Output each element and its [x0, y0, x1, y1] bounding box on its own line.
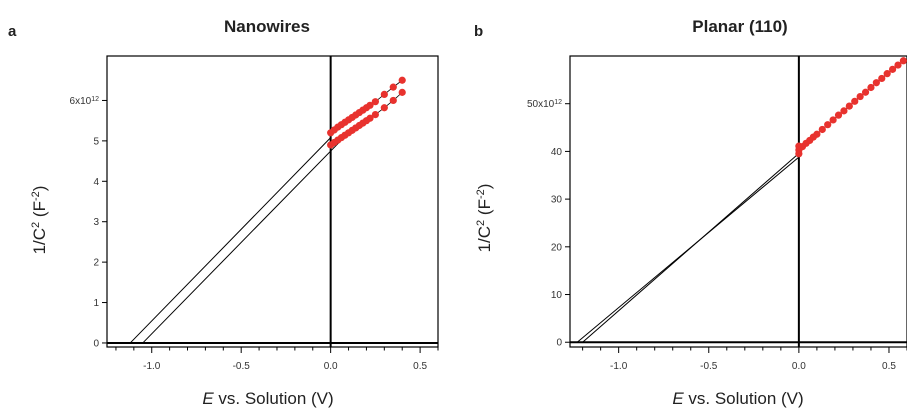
panel-a-title: Nanowires — [224, 17, 310, 36]
panel-a-letter: a — [8, 23, 17, 40]
panel-a-data-point — [371, 98, 379, 106]
panel-b-data-point — [818, 125, 826, 134]
panel-b-fit-line — [576, 156, 800, 343]
panel-a-ytick-label: 4 — [93, 177, 99, 188]
panel-b-ytick-label: 30 — [551, 195, 563, 206]
panel-b-data-point — [878, 74, 886, 83]
panel-b-data-point — [899, 57, 907, 65]
panel-b-xlabel: E vs. Solution (V) — [672, 389, 803, 408]
panel-b-letter: b — [474, 23, 483, 40]
panel-b-title: Planar (110) — [692, 17, 787, 36]
panel-b-data-point — [894, 61, 902, 69]
panel-b-data-point — [861, 88, 870, 96]
panel-b-data-point — [845, 102, 853, 110]
panel-a-data-point — [389, 96, 397, 105]
panel-a-ytick-label: 6x1012 — [70, 95, 100, 107]
panel-a-xtick-label: -0.5 — [233, 361, 251, 372]
panel-a-data-point — [366, 114, 374, 122]
panel-b-data-point — [834, 111, 843, 119]
panel-a-frame — [106, 55, 439, 348]
panel-a-data-point — [398, 88, 406, 96]
panel-a-ytick-label: 5 — [93, 136, 99, 147]
panel-b-ytick-label: 50x1012 — [527, 99, 562, 111]
panel-b-data-point — [888, 65, 897, 73]
panel-b-ytick-label: 40 — [551, 147, 563, 158]
panel-a-xtick-label: -1.0 — [143, 361, 161, 372]
panel-a-ylabel: 1/C2 (F-2) — [30, 186, 49, 255]
panel-a-xlabel: E vs. Solution (V) — [202, 389, 333, 408]
panel-a-data-point — [371, 111, 379, 119]
panel-a-fit-line — [142, 132, 349, 344]
panel-b-data-point — [883, 70, 891, 78]
panel-b-xtick-label: -1.0 — [610, 361, 628, 372]
panel-b-xtick-label: -0.5 — [700, 361, 718, 372]
panel-a-data-point — [389, 83, 397, 91]
panel-b-frame — [569, 55, 907, 348]
panel-b-data-point — [840, 107, 848, 115]
panel-a-xtick-label: 0.0 — [324, 361, 338, 372]
panel-b-data-point — [829, 116, 837, 124]
panel-b-data-point — [872, 79, 880, 87]
panel-b-ytick-label: 0 — [556, 338, 562, 349]
panel-b-xtick-label: 0.0 — [792, 361, 806, 372]
panel-b-ytick-label: 10 — [551, 290, 563, 301]
panel-b-data-area — [576, 57, 907, 343]
panel-a-ytick-label: 3 — [93, 217, 99, 228]
panel-a-data-point — [398, 76, 406, 84]
panel-a-data-area — [129, 76, 406, 344]
panel-a-fit-line — [129, 137, 332, 344]
panel-a-ytick-label: 2 — [93, 258, 99, 269]
panel-b-data-point — [813, 130, 821, 138]
panel-b-data-point — [824, 121, 832, 129]
panel-b-data-point — [867, 83, 875, 92]
plot-layer: 0 1 2 3 4 5 6x1012 -1.0 -0.5 0.0 0.5 0 10 20 30 40 50x10… — [70, 55, 907, 372]
panel-a-data-point — [366, 101, 374, 109]
panel-b-plot: 0 10 20 30 40 50x1012 -1.0 -0.5 0.0 0.5 — [527, 55, 907, 372]
panel-b-ytick-label: 20 — [551, 242, 563, 253]
panel-a-data-point — [380, 104, 388, 112]
panel-a-plot: 0 1 2 3 4 5 6x1012 -1.0 -0.5 0.0 0.5 — [70, 55, 439, 372]
panel-a-xtick-label: 0.5 — [413, 361, 427, 372]
panel-a-data-point — [380, 90, 388, 98]
panel-b-xtick-label: 0.5 — [882, 361, 896, 372]
panel-b-data-point — [856, 92, 864, 101]
panel-b-data-point — [851, 97, 859, 105]
panel-b-ylabel: 1/C2 (F-2) — [475, 184, 494, 253]
panel-a-ytick-label: 0 — [93, 338, 99, 349]
panel-a-ytick-label: 1 — [93, 298, 99, 309]
